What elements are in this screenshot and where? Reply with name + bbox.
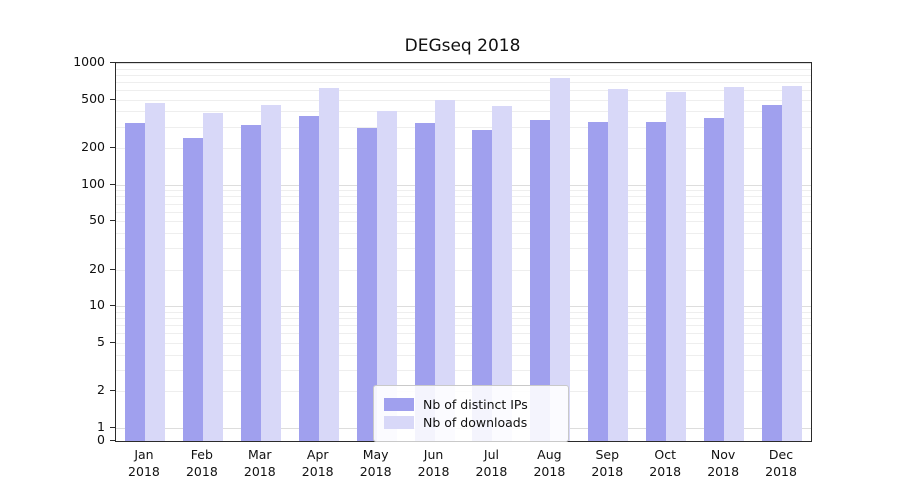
y-tick-label-50: 50 (89, 212, 105, 228)
y-tick-mark (110, 341, 115, 343)
legend-swatch-downloads (384, 416, 414, 429)
x-tick-label-sep: Sep 2018 (591, 447, 624, 479)
bar-ips-nov (704, 118, 725, 441)
plot-area: Nb of distinct IPs Nb of downloads (115, 62, 812, 442)
bar-ips-sep (588, 121, 609, 441)
y-tick-mark (110, 268, 115, 270)
gridline (116, 318, 811, 320)
gridline (116, 221, 811, 223)
y-tick-mark (110, 62, 115, 63)
gridline (116, 325, 811, 327)
gridline (116, 111, 811, 113)
chart-title: DEGseq 2018 (404, 36, 521, 56)
bar-downloads-sep (608, 89, 629, 441)
gridline (116, 99, 811, 101)
x-tick-label-may: May 2018 (359, 447, 392, 479)
y-tick-mark (110, 147, 115, 149)
gridline (116, 211, 811, 213)
bar-ips-jun (414, 123, 435, 441)
gridline (116, 74, 811, 76)
bar-ips-feb (182, 138, 203, 441)
y-tick-mark (110, 98, 115, 100)
y-tick-mark (110, 305, 115, 307)
x-tick-label-apr: Apr 2018 (301, 447, 334, 479)
legend-swatch-distinct-ips (384, 398, 414, 411)
gridline (116, 126, 811, 128)
bar-ips-mar (240, 124, 261, 441)
bar-downloads-mar (260, 105, 281, 441)
y-tick-label-200: 200 (81, 139, 105, 155)
bar-downloads-feb (202, 112, 223, 441)
gridline (116, 196, 811, 198)
y-tick-label-5: 5 (97, 333, 105, 349)
y-tick-mark (110, 440, 115, 441)
bar-ips-oct (646, 121, 667, 441)
gridline (116, 184, 811, 186)
gridline (116, 190, 811, 192)
bar-ips-dec (762, 105, 783, 441)
legend-item-distinct-ips: Nb of distinct IPs (384, 397, 558, 412)
x-tick-label-feb: Feb 2018 (185, 447, 218, 479)
x-tick-label-nov: Nov 2018 (707, 447, 740, 479)
bar-downloads-jul (492, 106, 513, 441)
gridline (116, 68, 811, 70)
bar-downloads-apr (318, 88, 339, 441)
gridline (116, 81, 811, 83)
gridline (116, 203, 811, 205)
gridline (116, 342, 811, 344)
x-tick-label-mar: Mar 2018 (243, 447, 276, 479)
gridline (116, 269, 811, 271)
gridline (116, 369, 811, 371)
x-tick-label-dec: Dec 2018 (765, 447, 797, 479)
bar-downloads-jan (144, 102, 165, 441)
bar-downloads-jun (434, 99, 455, 441)
legend-label-distinct-ips: Nb of distinct IPs (423, 397, 528, 412)
gridline (116, 306, 811, 308)
y-tick-mark (110, 183, 115, 185)
bar-ips-jan (124, 123, 145, 441)
bar-ips-aug (530, 120, 551, 441)
gridline (116, 333, 811, 335)
y-tick-label-10: 10 (89, 297, 105, 313)
y-tick-label-20: 20 (89, 260, 105, 276)
bar-downloads-oct (666, 91, 687, 441)
y-tick-label-500: 500 (81, 90, 105, 106)
bar-downloads-nov (724, 87, 745, 441)
y-tick-label-1: 1 (97, 419, 105, 434)
gridline (116, 248, 811, 250)
x-tick-label-oct: Oct 2018 (649, 447, 682, 479)
y-tick-mark (110, 390, 115, 392)
y-tick-mark (110, 220, 115, 222)
gridline (116, 63, 811, 64)
x-tick-label-aug: Aug 2018 (533, 447, 566, 479)
bar-ips-apr (298, 115, 319, 441)
gridline (116, 233, 811, 235)
gridline (116, 148, 811, 150)
bar-downloads-may (376, 111, 397, 441)
chart-legend: Nb of distinct IPs Nb of downloads (373, 385, 569, 442)
y-tick-label-1000: 1000 (73, 54, 105, 69)
legend-item-downloads: Nb of downloads (384, 415, 558, 430)
x-tick-label-jan: Jan 2018 (128, 447, 160, 479)
y-tick-label-2: 2 (97, 382, 105, 398)
gridline (116, 89, 811, 91)
bar-downloads-dec (782, 85, 803, 441)
y-tick-label-0: 0 (97, 432, 105, 447)
bar-ips-jul (472, 130, 493, 441)
legend-label-downloads: Nb of downloads (423, 415, 528, 430)
y-tick-label-100: 100 (81, 175, 105, 191)
gridline (116, 354, 811, 356)
gridline (116, 311, 811, 313)
x-tick-label-jul: Jul 2018 (475, 447, 508, 479)
y-tick-mark (110, 427, 115, 428)
x-tick-label-jun: Jun 2018 (417, 447, 450, 479)
bar-ips-may (356, 128, 377, 441)
bar-downloads-aug (550, 78, 571, 441)
